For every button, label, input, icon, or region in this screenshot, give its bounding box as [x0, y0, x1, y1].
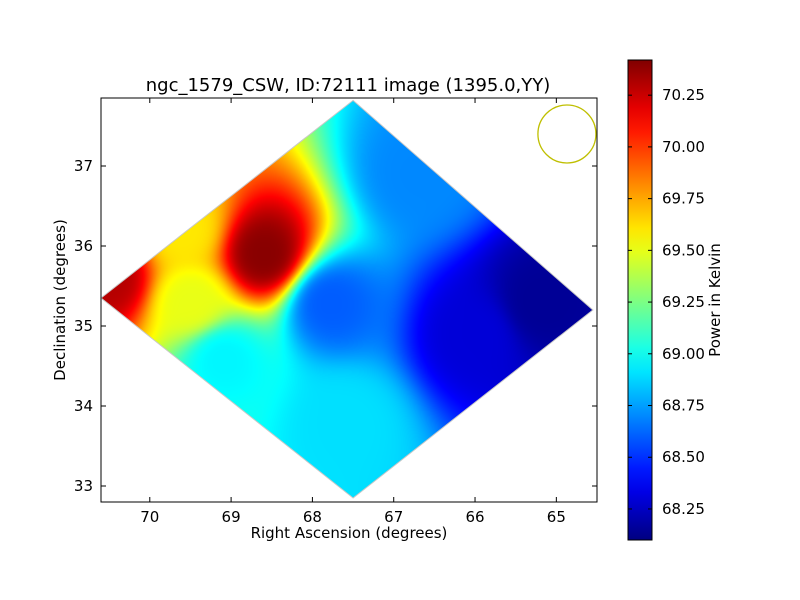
heatmap-image — [101, 100, 593, 499]
x-axis-ticks: 70 69 68 67 66 65 — [140, 98, 566, 526]
x-tick-label: 68 — [303, 508, 322, 526]
colorbar-tick-label: 69.00 — [662, 345, 705, 363]
y-axis-label: Declination (degrees) — [51, 219, 69, 381]
colorbar-ticks: 68.25 68.50 68.75 69.00 69.25 69.50 69.75 70.00… — [628, 86, 705, 518]
colorbar-tick-label: 69.75 — [662, 190, 705, 208]
colorbar-tick-label: 69.25 — [662, 293, 705, 311]
colorbar-tick-label: 69.50 — [662, 241, 705, 259]
y-tick-label: 37 — [74, 157, 93, 175]
beam-circle — [537, 104, 597, 164]
x-tick-label: 66 — [465, 508, 484, 526]
plot-frame — [100, 97, 598, 503]
y-tick-label: 36 — [74, 237, 93, 255]
y-tick-label: 33 — [74, 477, 93, 495]
map-footprint-outline — [100, 99, 594, 499]
y-axis-ticks: 33 34 35 36 37 — [74, 157, 597, 495]
y-tick-label: 34 — [74, 397, 93, 415]
x-axis-label: Right Ascension (degrees) — [251, 524, 448, 542]
colorbar-tick-label: 68.25 — [662, 500, 705, 518]
x-tick-label: 69 — [222, 508, 241, 526]
colorbar: 68.25 68.50 68.75 69.00 69.25 69.50 69.75 70.00… — [627, 59, 724, 541]
x-tick-label: 70 — [140, 508, 159, 526]
x-tick-label: 65 — [547, 508, 566, 526]
x-tick-label: 67 — [384, 508, 403, 526]
colorbar-label: Power in Kelvin — [706, 243, 724, 357]
plot-title: ngc_1579_CSW, ID:72111 image (1395.0,YY) — [146, 75, 551, 96]
colorbar-tick-label: 70.25 — [662, 86, 705, 104]
colorbar-tick-label: 70.00 — [662, 138, 705, 156]
colorbar-tick-label: 68.50 — [662, 448, 705, 466]
colorbar-gradient — [627, 59, 653, 541]
y-tick-label: 35 — [74, 317, 93, 335]
colorbar-tick-label: 68.75 — [662, 397, 705, 415]
